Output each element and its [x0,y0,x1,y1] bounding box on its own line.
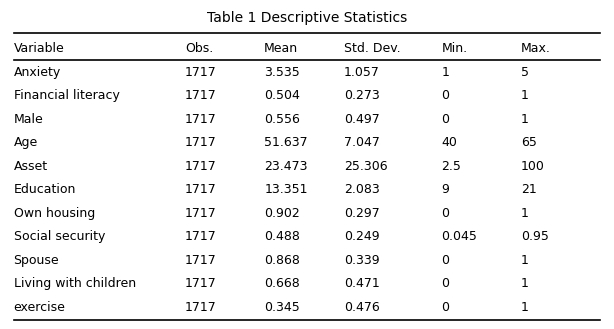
Text: Variable: Variable [14,42,64,55]
Text: 1717: 1717 [185,301,217,314]
Text: 0: 0 [441,113,449,126]
Text: 0.504: 0.504 [264,89,300,102]
Text: 1: 1 [521,207,529,219]
Text: 0.556: 0.556 [264,113,300,126]
Text: Asset: Asset [14,160,48,173]
Text: 0.471: 0.471 [344,277,379,290]
Text: 0.488: 0.488 [264,230,300,243]
Text: 25.306: 25.306 [344,160,387,173]
Text: 100: 100 [521,160,545,173]
Text: 0.476: 0.476 [344,301,379,314]
Text: 1717: 1717 [185,113,217,126]
Text: 0.902: 0.902 [264,207,300,219]
Text: 1: 1 [521,113,529,126]
Text: 51.637: 51.637 [264,136,308,149]
Text: Max.: Max. [521,42,551,55]
Text: 0.95: 0.95 [521,230,549,243]
Text: 1717: 1717 [185,277,217,290]
Text: 65: 65 [521,136,537,149]
Text: 7.047: 7.047 [344,136,379,149]
Text: 1717: 1717 [185,89,217,102]
Text: 0.497: 0.497 [344,113,379,126]
Text: 2.083: 2.083 [344,183,379,196]
Text: 1717: 1717 [185,230,217,243]
Text: 1.057: 1.057 [344,66,379,79]
Text: Min.: Min. [441,42,468,55]
Text: 2.5: 2.5 [441,160,461,173]
Text: Own housing: Own housing [14,207,95,219]
Text: 0: 0 [441,277,449,290]
Text: 0.339: 0.339 [344,254,379,266]
Text: 0: 0 [441,89,449,102]
Text: Obs.: Obs. [185,42,213,55]
Text: 1717: 1717 [185,66,217,79]
Text: 40: 40 [441,136,457,149]
Text: Male: Male [14,113,44,126]
Text: 0: 0 [441,207,449,219]
Text: 0.345: 0.345 [264,301,300,314]
Text: 1717: 1717 [185,136,217,149]
Text: Education: Education [14,183,76,196]
Text: 9: 9 [441,183,449,196]
Text: 13.351: 13.351 [264,183,308,196]
Text: Mean: Mean [264,42,298,55]
Text: 1717: 1717 [185,183,217,196]
Text: Spouse: Spouse [14,254,59,266]
Text: 1: 1 [521,89,529,102]
Text: Age: Age [14,136,38,149]
Text: Social security: Social security [14,230,105,243]
Text: 1717: 1717 [185,160,217,173]
Text: 1: 1 [521,277,529,290]
Text: 1717: 1717 [185,254,217,266]
Text: Table 1 Descriptive Statistics: Table 1 Descriptive Statistics [207,11,407,25]
Text: 0: 0 [441,254,449,266]
Text: 0.668: 0.668 [264,277,300,290]
Text: Financial literacy: Financial literacy [14,89,120,102]
Text: 0.297: 0.297 [344,207,379,219]
Text: 0.249: 0.249 [344,230,379,243]
Text: 5: 5 [521,66,529,79]
Text: 1: 1 [521,301,529,314]
Text: 0.045: 0.045 [441,230,477,243]
Text: 0: 0 [441,301,449,314]
Text: 0.868: 0.868 [264,254,300,266]
Text: Anxiety: Anxiety [14,66,61,79]
Text: 23.473: 23.473 [264,160,308,173]
Text: Living with children: Living with children [14,277,136,290]
Text: 1: 1 [441,66,449,79]
Text: 3.535: 3.535 [264,66,300,79]
Text: Std. Dev.: Std. Dev. [344,42,400,55]
Text: 0.273: 0.273 [344,89,379,102]
Text: exercise: exercise [14,301,66,314]
Text: 1717: 1717 [185,207,217,219]
Text: 1: 1 [521,254,529,266]
Text: 21: 21 [521,183,537,196]
